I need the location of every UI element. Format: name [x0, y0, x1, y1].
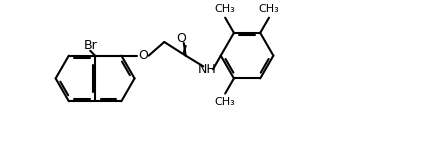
- Text: CH₃: CH₃: [215, 4, 235, 14]
- Text: CH₃: CH₃: [259, 4, 279, 14]
- Text: O: O: [176, 32, 186, 45]
- Text: O: O: [138, 49, 148, 62]
- Text: Br: Br: [84, 39, 97, 52]
- Text: CH₃: CH₃: [215, 98, 235, 107]
- Text: NH: NH: [198, 63, 217, 76]
